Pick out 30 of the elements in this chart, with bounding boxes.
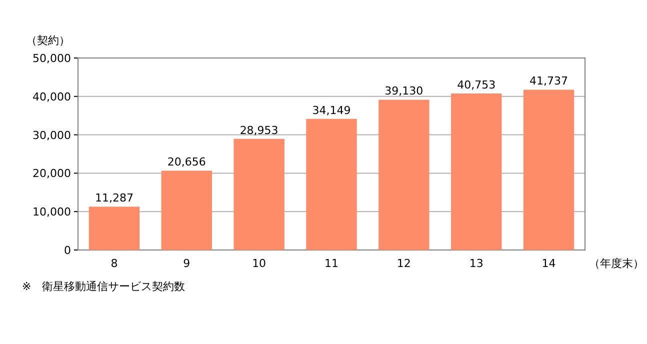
y-tick-label: 10,000 (32, 206, 71, 219)
bar (306, 118, 357, 250)
data-label: 39,130 (384, 84, 424, 98)
data-label: 20,656 (167, 156, 206, 169)
data-label: 28,953 (240, 124, 278, 137)
x-tick-label: 13 (469, 257, 484, 270)
bar (161, 170, 212, 250)
data-label: 34,149 (312, 104, 351, 117)
x-tick-label: 14 (542, 257, 556, 270)
y-tick-label: 40,000 (32, 90, 71, 104)
x-axis-title: （年度末） (589, 257, 644, 270)
text: ※ 衛星移動通信サービス契約数 (22, 280, 186, 293)
bar (451, 94, 502, 250)
data-label: 11,287 (94, 192, 134, 205)
x-tick-label: 8 (110, 257, 118, 270)
y-tick-label: 20,000 (32, 167, 71, 180)
bar (88, 206, 140, 250)
data-label: 41,737 (530, 74, 568, 88)
bar (523, 90, 574, 250)
x-tick-label: 11 (324, 257, 338, 270)
y-axis-title: （契約） (26, 34, 70, 47)
x-tick-label: 10 (252, 257, 266, 270)
data-label: 40,753 (457, 78, 496, 92)
bar (234, 138, 284, 250)
y-tick-label: 0 (64, 244, 71, 257)
y-tick-label: 30,000 (32, 128, 71, 142)
x-tick-label: 12 (396, 257, 411, 270)
x-tick-label: 9 (183, 257, 190, 270)
bar (378, 100, 430, 250)
y-tick-label: 50,000 (32, 52, 71, 65)
